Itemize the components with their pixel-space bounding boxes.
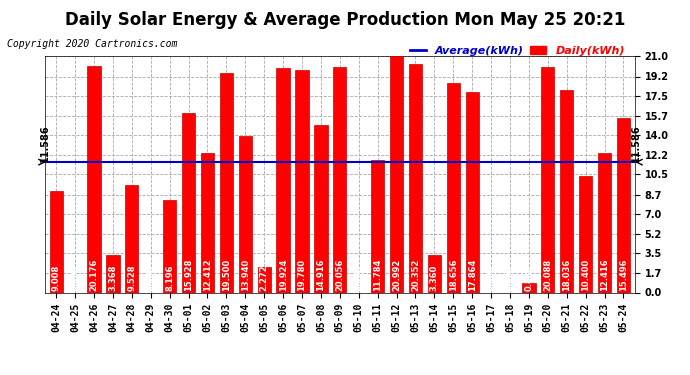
Bar: [333, 67, 346, 292]
Bar: [428, 255, 441, 292]
Text: 20.088: 20.088: [543, 259, 552, 291]
Bar: [277, 68, 290, 292]
Bar: [390, 56, 403, 292]
Bar: [257, 267, 270, 292]
Bar: [201, 153, 214, 292]
Text: 20.992: 20.992: [392, 259, 401, 291]
Text: Copyright 2020 Cartronics.com: Copyright 2020 Cartronics.com: [7, 39, 177, 50]
Bar: [446, 82, 460, 292]
Text: 18.036: 18.036: [562, 259, 571, 291]
Bar: [522, 283, 535, 292]
Text: 17.864: 17.864: [468, 259, 477, 291]
Bar: [163, 200, 176, 292]
Text: 0.000: 0.000: [70, 265, 79, 291]
Text: 14.916: 14.916: [317, 259, 326, 291]
Bar: [88, 66, 101, 292]
Text: 18.656: 18.656: [448, 259, 457, 291]
Bar: [541, 66, 555, 292]
Text: 20.056: 20.056: [335, 259, 344, 291]
Text: 19.780: 19.780: [297, 259, 306, 291]
Bar: [50, 191, 63, 292]
Text: 10.400: 10.400: [581, 259, 590, 291]
Text: 15.928: 15.928: [184, 259, 193, 291]
Text: 0.880: 0.880: [524, 265, 533, 291]
Text: 0.000: 0.000: [506, 265, 515, 291]
Text: 8.196: 8.196: [165, 265, 174, 291]
Text: 20.352: 20.352: [411, 259, 420, 291]
Text: 3.360: 3.360: [430, 265, 439, 291]
Text: 0.000: 0.000: [486, 265, 495, 291]
Bar: [125, 185, 139, 292]
Text: Daily Solar Energy & Average Production Mon May 25 20:21: Daily Solar Energy & Average Production …: [65, 11, 625, 29]
Bar: [371, 160, 384, 292]
Text: 9.528: 9.528: [128, 265, 137, 291]
Bar: [409, 63, 422, 292]
Bar: [239, 136, 252, 292]
Text: 12.416: 12.416: [600, 259, 609, 291]
Bar: [315, 125, 328, 292]
Text: 15.496: 15.496: [619, 259, 628, 291]
Bar: [182, 113, 195, 292]
Text: 13.940: 13.940: [241, 259, 250, 291]
Text: 11.784: 11.784: [373, 259, 382, 291]
Text: 19.500: 19.500: [222, 259, 231, 291]
Bar: [466, 92, 479, 292]
Text: 3.368: 3.368: [108, 265, 117, 291]
Text: 11.586: 11.586: [40, 124, 50, 162]
Bar: [295, 70, 308, 292]
Text: 11.586: 11.586: [631, 124, 641, 162]
Bar: [560, 90, 573, 292]
Text: 0.000: 0.000: [354, 265, 363, 291]
Text: 12.412: 12.412: [203, 259, 212, 291]
Legend: Average(kWh), Daily(kWh): Average(kWh), Daily(kWh): [405, 41, 629, 60]
Bar: [219, 73, 233, 292]
Bar: [617, 118, 630, 292]
Text: 0.000: 0.000: [146, 265, 155, 291]
Text: 9.008: 9.008: [52, 265, 61, 291]
Text: 20.176: 20.176: [90, 259, 99, 291]
Text: 2.272: 2.272: [259, 265, 268, 291]
Text: 19.924: 19.924: [279, 259, 288, 291]
Bar: [598, 153, 611, 292]
Bar: [106, 255, 119, 292]
Bar: [579, 176, 592, 292]
